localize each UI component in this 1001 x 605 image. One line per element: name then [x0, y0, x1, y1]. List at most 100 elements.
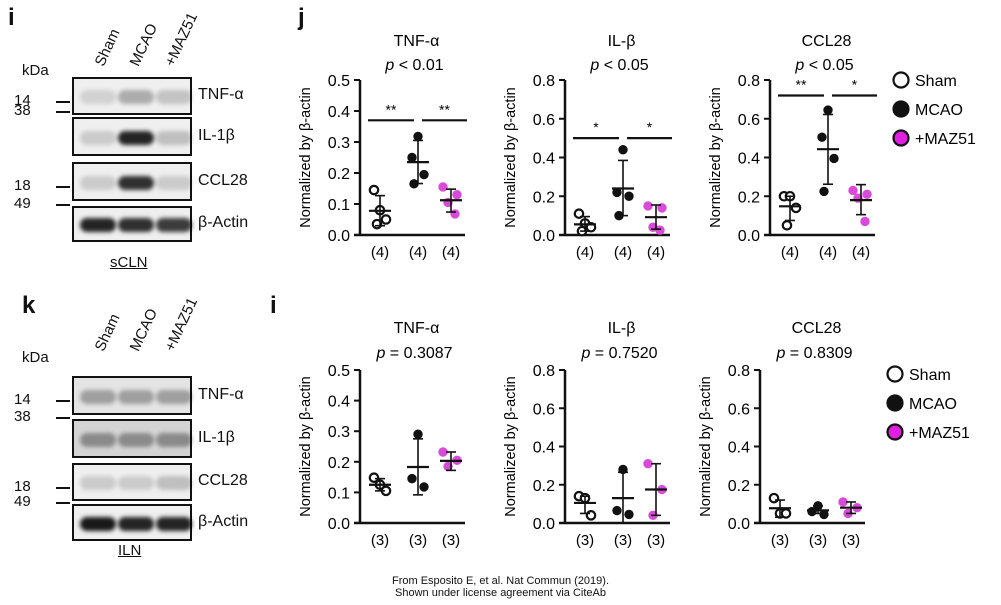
kda-marker-tick [56, 111, 70, 113]
protein-band [118, 476, 154, 490]
chart-title: CCL28 [802, 33, 852, 50]
chart-iln-ccl28: CCL28 p = 0.8309 Normalized by β-actin 0.0 0… [698, 320, 865, 549]
western-blot-iln: Sham MCAO +MAZ51 kDa 14 TNF-α 38 IL-1β 18 CCL28 49… [0, 292, 290, 572]
protein-band [80, 516, 116, 531]
y-axis-label: Normalized by β-actin [298, 376, 314, 517]
chart-iln-tnf: TNF-α p = 0.3087 Normalized by β-actin 0.0 0… [298, 320, 465, 549]
lane-label: +MAZ51 [161, 295, 202, 354]
lane-label: Sham [91, 26, 124, 69]
kda-marker: 18 [14, 177, 31, 194]
protein-band [156, 516, 192, 531]
y-tick-label: 0.3 [328, 424, 350, 441]
protein-band [80, 389, 116, 404]
y-tick-label: 0.0 [328, 228, 350, 245]
y-axis-label: Normalized by β-actin [298, 87, 314, 228]
data-point-mcao [624, 509, 634, 520]
legend-bottom: Sham MCAO +MAZ51 [886, 365, 970, 442]
kda-marker-tick [56, 204, 70, 206]
data-point-mcao [807, 506, 817, 517]
x-tick-label: (3) [614, 532, 632, 549]
data-point-mcao [823, 105, 833, 115]
blot-strip [72, 419, 192, 458]
y-tick-label: 0.4 [328, 394, 350, 411]
x-tick-label: (3) [442, 532, 460, 549]
western-blot-scln: Sham MCAO +MAZ51 kDa 14 TNF-α 38 IL-1β 18 CCL28 49… [0, 0, 290, 280]
significance-marker: ** [386, 101, 397, 117]
protein-band [118, 432, 154, 447]
y-axis-label: Normalized by β-actin [698, 376, 714, 517]
y-tick-label: 0.0 [533, 228, 555, 245]
kda-marker: 49 [14, 493, 31, 510]
lane-label: +MAZ51 [161, 10, 202, 70]
kda-marker-tick [56, 417, 70, 419]
protein-band [118, 516, 154, 531]
y-tick-label: 0.4 [728, 440, 750, 457]
x-tick-label: (4) [647, 244, 665, 261]
kda-marker: 38 [14, 408, 31, 425]
x-tick-label: (3) [842, 532, 860, 549]
y-tick-label: 0.3 [328, 135, 350, 152]
y-tick-label: 0.8 [533, 363, 555, 380]
data-point-mcao [624, 191, 634, 201]
data-point-mcao [419, 169, 429, 180]
kda-marker: 49 [14, 195, 31, 212]
x-tick-label: (4) [576, 244, 594, 261]
legend-marker-mcao [892, 100, 910, 118]
data-point-mcao [413, 131, 423, 142]
data-point-maz51 [438, 182, 448, 192]
legend-label: Sham [915, 73, 957, 90]
data-point-mcao [413, 429, 423, 439]
significance-marker: * [593, 119, 599, 135]
data-point-mcao [829, 153, 839, 164]
protein-name: CCL28 [198, 472, 248, 489]
y-tick-label: 0.8 [738, 73, 760, 90]
data-point-maz51 [643, 459, 653, 469]
blot-strip [72, 117, 192, 156]
y-tick-label: 0.2 [328, 166, 350, 183]
protein-name: IL-1β [198, 428, 235, 446]
legend-marker-sham [886, 365, 904, 383]
protein-name: IL-1β [198, 126, 235, 144]
y-tick-label: 0.2 [728, 478, 750, 495]
blot-strip [72, 77, 192, 115]
blot-strip [72, 504, 192, 541]
y-tick-label: 0.5 [328, 363, 350, 380]
significance-marker: ** [796, 77, 807, 93]
protein-band [156, 218, 192, 232]
data-point-maz51 [655, 225, 665, 235]
data-point-maz51 [450, 209, 460, 219]
panel-label-j: j [298, 4, 305, 31]
data-point-mcao [407, 473, 417, 484]
protein-band [80, 175, 116, 190]
y-tick-label: 0.2 [738, 189, 760, 206]
protein-band [80, 432, 116, 447]
legend-top: Sham MCAO +MAZ51 [892, 71, 976, 148]
x-tick-label: (4) [442, 244, 460, 261]
protein-band [118, 218, 154, 232]
chart-scln-ccl28: CCL28 p < 0.05 Normalized by β-actin 0.0 0.2… [708, 33, 877, 261]
y-tick-label: 0.4 [533, 151, 555, 168]
chart-title: IL-β [608, 320, 636, 337]
kda-marker: 14 [14, 391, 31, 408]
data-point-sham [368, 472, 380, 484]
chart-title: CCL28 [792, 320, 842, 337]
y-tick-label: 0.8 [728, 363, 750, 380]
data-point-sham [790, 202, 802, 214]
legend-label: Sham [909, 367, 951, 384]
protein-name: β-Actin [198, 512, 249, 530]
y-tick-label: 0.6 [533, 401, 555, 418]
protein-name: TNF-α [198, 86, 244, 103]
legend-label: MCAO [909, 396, 957, 413]
y-tick-label: 0.6 [728, 401, 750, 418]
data-point-maz51 [862, 189, 872, 200]
y-tick-label: 0.0 [738, 228, 760, 245]
protein-band [156, 389, 192, 404]
x-tick-label: (4) [781, 244, 799, 261]
x-tick-label: (3) [809, 532, 827, 549]
data-point-maz51 [438, 447, 448, 457]
x-tick-label: (3) [771, 532, 789, 549]
chart-pvalue: p = 0.3087 [375, 345, 452, 362]
kda-marker-tick [56, 400, 70, 402]
lane-label: MCAO [126, 21, 162, 69]
protein-name: CCL28 [198, 171, 248, 189]
